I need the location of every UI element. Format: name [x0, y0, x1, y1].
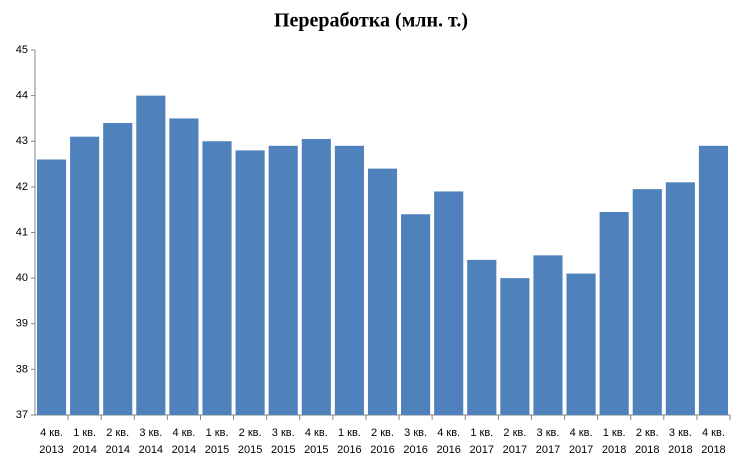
bar	[500, 278, 530, 415]
bar	[268, 145, 298, 415]
x-tick-label: 2 кв. 2016	[370, 427, 394, 456]
x-tick-label: 3 кв. 2014	[139, 427, 163, 456]
x-tick-label: 1 кв. 2018	[602, 427, 626, 456]
chart-title: Переработка (млн. т.)	[274, 10, 468, 32]
x-tick-label: 3 кв. 2017	[536, 427, 560, 456]
x-tick-label: 4 кв. 2014	[172, 427, 196, 456]
y-tick-label: 37	[16, 409, 28, 421]
y-tick-label: 45	[16, 44, 28, 56]
bar	[698, 145, 729, 415]
x-tick-label: 1 кв. 2016	[337, 427, 361, 456]
bar	[36, 159, 67, 415]
y-tick-label: 41	[16, 226, 28, 238]
x-tick-label: 2 кв. 2017	[503, 427, 527, 456]
y-tick-label: 40	[16, 272, 28, 284]
x-tick-label: 4 кв. 2017	[569, 427, 593, 456]
x-tick-label: 4 кв. 2018	[701, 427, 725, 456]
bar	[367, 168, 398, 415]
x-tick-label: 2 кв. 2018	[635, 427, 659, 456]
x-tick-label: 4 кв. 2015	[304, 427, 328, 456]
bar	[434, 191, 464, 415]
x-tick-label: 4 кв. 2016	[436, 427, 460, 456]
bar	[599, 211, 629, 415]
x-tick-label: 1 кв. 2015	[205, 427, 229, 456]
x-tick-label: 2 кв. 2015	[238, 427, 262, 456]
bar	[136, 95, 166, 415]
x-tick-label: 3 кв. 2018	[668, 427, 692, 456]
bar	[103, 123, 133, 415]
y-tick-label: 38	[16, 363, 28, 375]
bar	[301, 138, 331, 415]
bar	[401, 214, 431, 415]
x-tick-label: 3 кв. 2016	[403, 427, 427, 456]
bar	[566, 273, 596, 415]
x-tick-label: 1 кв. 2014	[72, 427, 96, 456]
bar	[235, 150, 265, 415]
bar	[665, 182, 695, 415]
bar	[632, 189, 662, 415]
y-tick-label: 39	[16, 318, 28, 330]
bar	[467, 259, 497, 415]
x-tick-label: 1 кв. 2017	[470, 427, 494, 456]
bar	[202, 141, 232, 415]
bar	[533, 255, 563, 415]
y-tick-label: 43	[16, 135, 28, 147]
x-tick-label: 4 кв. 2013	[39, 427, 63, 456]
x-tick-label: 2 кв. 2014	[105, 427, 129, 456]
y-tick-label: 42	[16, 181, 28, 193]
x-tick-label: 3 кв. 2015	[271, 427, 295, 456]
y-tick-label: 44	[16, 90, 28, 102]
bar	[334, 145, 364, 415]
bar	[70, 136, 100, 415]
bar	[169, 118, 199, 415]
